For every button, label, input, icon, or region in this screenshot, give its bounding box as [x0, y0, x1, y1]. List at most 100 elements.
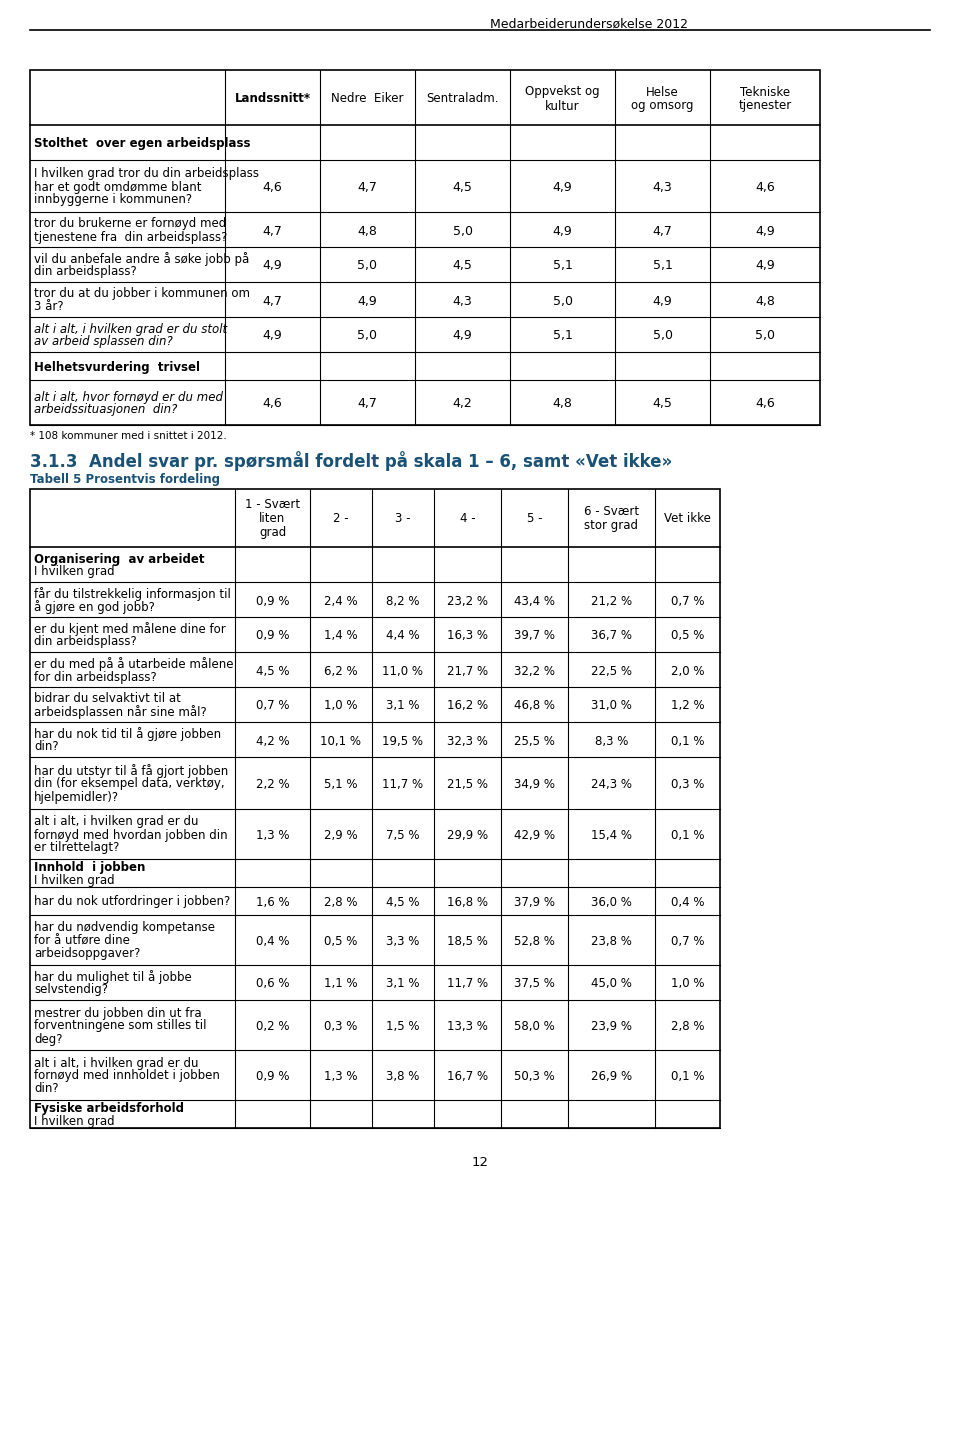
Text: 4,9: 4,9	[653, 295, 672, 308]
Text: 2,4 %: 2,4 %	[324, 594, 358, 607]
Text: stor grad: stor grad	[585, 519, 638, 532]
Text: har du nødvendig kompetanse: har du nødvendig kompetanse	[34, 922, 215, 935]
Text: 18,5 %: 18,5 %	[447, 935, 488, 948]
Text: 4,5 %: 4,5 %	[255, 665, 289, 678]
Text: 1 - Svært: 1 - Svært	[245, 499, 300, 512]
Text: 4,9: 4,9	[263, 329, 282, 342]
Text: 4,4 %: 4,4 %	[386, 630, 420, 643]
Text: for din arbeidsplass?: for din arbeidsplass?	[34, 670, 156, 683]
Text: 23,2 %: 23,2 %	[447, 594, 488, 607]
Text: 46,8 %: 46,8 %	[514, 699, 555, 712]
Text: 1,1 %: 1,1 %	[324, 977, 358, 990]
Text: Tabell 5 Prosentvis fordeling: Tabell 5 Prosentvis fordeling	[30, 473, 220, 486]
Text: 19,5 %: 19,5 %	[382, 734, 423, 747]
Text: 1,3 %: 1,3 %	[324, 1069, 358, 1082]
Text: I hvilken grad: I hvilken grad	[34, 874, 114, 887]
Text: 0,3 %: 0,3 %	[671, 777, 705, 790]
Text: Helse: Helse	[646, 85, 679, 98]
Text: 36,7 %: 36,7 %	[591, 630, 632, 643]
Text: 6,2 %: 6,2 %	[324, 665, 358, 678]
Text: kultur: kultur	[545, 100, 580, 113]
Text: selvstendig?: selvstendig?	[34, 984, 108, 997]
Text: 3,1 %: 3,1 %	[386, 699, 420, 712]
Text: 3.1.3  Andel svar pr. spørsmål fordelt på skala 1 – 6, samt «Vet ikke»: 3.1.3 Andel svar pr. spørsmål fordelt på…	[30, 451, 672, 471]
Text: grad: grad	[259, 526, 286, 539]
Text: 16,2 %: 16,2 %	[447, 699, 488, 712]
Text: 7,5 %: 7,5 %	[386, 829, 420, 842]
Text: 8,2 %: 8,2 %	[386, 594, 420, 607]
Text: Oppvekst og: Oppvekst og	[525, 85, 600, 98]
Text: I hvilken grad: I hvilken grad	[34, 1116, 114, 1129]
Text: 2,2 %: 2,2 %	[255, 777, 289, 790]
Text: 11,7 %: 11,7 %	[447, 977, 488, 990]
Text: din?: din?	[34, 1082, 59, 1095]
Text: har du nok tid til å gjøre jobben: har du nok tid til å gjøre jobben	[34, 727, 221, 741]
Text: 3 -: 3 -	[396, 512, 411, 525]
Text: 43,4 %: 43,4 %	[514, 594, 555, 607]
Text: 0,3 %: 0,3 %	[324, 1020, 358, 1033]
Text: 2 -: 2 -	[333, 512, 348, 525]
Text: 23,9 %: 23,9 %	[591, 1020, 632, 1033]
Text: 21,5 %: 21,5 %	[447, 777, 488, 790]
Text: 4,6: 4,6	[263, 397, 282, 410]
Text: har du utstyr til å få gjort jobben: har du utstyr til å få gjort jobben	[34, 764, 228, 779]
Text: har du nok utfordringer i jobben?: har du nok utfordringer i jobben?	[34, 896, 230, 909]
Text: 1,3 %: 1,3 %	[255, 829, 289, 842]
Text: er du med på å utarbeide målene: er du med på å utarbeide målene	[34, 657, 233, 672]
Text: 4 -: 4 -	[460, 512, 475, 525]
Text: 32,3 %: 32,3 %	[447, 734, 488, 747]
Text: 0,9 %: 0,9 %	[255, 1069, 289, 1082]
Text: 5,1: 5,1	[553, 329, 572, 342]
Text: Landssnitt*: Landssnitt*	[234, 92, 311, 105]
Text: forventningene som stilles til: forventningene som stilles til	[34, 1020, 206, 1033]
Text: 21,2 %: 21,2 %	[591, 594, 632, 607]
Bar	[30, 69, 820, 425]
Text: 52,8 %: 52,8 %	[514, 935, 555, 948]
Text: 37,9 %: 37,9 %	[514, 896, 555, 909]
Text: deg?: deg?	[34, 1033, 62, 1046]
Text: 23,8 %: 23,8 %	[591, 935, 632, 948]
Text: 4,2 %: 4,2 %	[255, 734, 289, 747]
Text: 45,0 %: 45,0 %	[591, 977, 632, 990]
Text: 42,9 %: 42,9 %	[514, 829, 555, 842]
Text: 4,7: 4,7	[263, 224, 282, 237]
Text: 2,8 %: 2,8 %	[324, 896, 358, 909]
Text: alt i alt, i hvilken grad er du: alt i alt, i hvilken grad er du	[34, 1056, 199, 1069]
Text: 4,5: 4,5	[653, 397, 672, 410]
Text: 5,0: 5,0	[755, 329, 775, 342]
Text: hjelpemidler)?: hjelpemidler)?	[34, 790, 119, 803]
Text: 1,0 %: 1,0 %	[671, 977, 705, 990]
Text: Organisering  av arbeidet: Organisering av arbeidet	[34, 552, 204, 565]
Text: 4,7: 4,7	[653, 224, 672, 237]
Text: din (for eksempel data, verktøy,: din (for eksempel data, verktøy,	[34, 777, 225, 790]
Text: bidrar du selvaktivt til at: bidrar du selvaktivt til at	[34, 692, 180, 705]
Text: 0,6 %: 0,6 %	[255, 977, 289, 990]
Text: 3,8 %: 3,8 %	[386, 1069, 420, 1082]
Text: 4,3: 4,3	[452, 295, 472, 308]
Text: din arbeidsplass?: din arbeidsplass?	[34, 266, 136, 279]
Text: 5,0: 5,0	[452, 224, 472, 237]
Text: 0,1 %: 0,1 %	[671, 734, 705, 747]
Text: 3,1 %: 3,1 %	[386, 977, 420, 990]
Text: 0,1 %: 0,1 %	[671, 1069, 705, 1082]
Text: 2,9 %: 2,9 %	[324, 829, 358, 842]
Text: 0,9 %: 0,9 %	[255, 594, 289, 607]
Text: 4,6: 4,6	[756, 397, 775, 410]
Text: 0,9 %: 0,9 %	[255, 630, 289, 643]
Text: 4,9: 4,9	[553, 224, 572, 237]
Text: 34,9 %: 34,9 %	[514, 777, 555, 790]
Text: 1,0 %: 1,0 %	[324, 699, 358, 712]
Text: 16,8 %: 16,8 %	[447, 896, 488, 909]
Text: 5,1: 5,1	[553, 260, 572, 273]
Text: Vet ikke: Vet ikke	[664, 512, 711, 525]
Text: 4,8: 4,8	[553, 397, 572, 410]
Text: å gjøre en god jobb?: å gjøre en god jobb?	[34, 601, 155, 614]
Text: 4,5: 4,5	[452, 260, 472, 273]
Text: 15,4 %: 15,4 %	[591, 829, 632, 842]
Text: 1,4 %: 1,4 %	[324, 630, 358, 643]
Text: tjenestene fra  din arbeidsplass?: tjenestene fra din arbeidsplass?	[34, 231, 228, 244]
Text: 25,5 %: 25,5 %	[514, 734, 555, 747]
Text: 5,0: 5,0	[653, 329, 673, 342]
Text: I hvilken grad tror du din arbeidsplass: I hvilken grad tror du din arbeidsplass	[34, 168, 259, 181]
Text: 24,3 %: 24,3 %	[591, 777, 632, 790]
